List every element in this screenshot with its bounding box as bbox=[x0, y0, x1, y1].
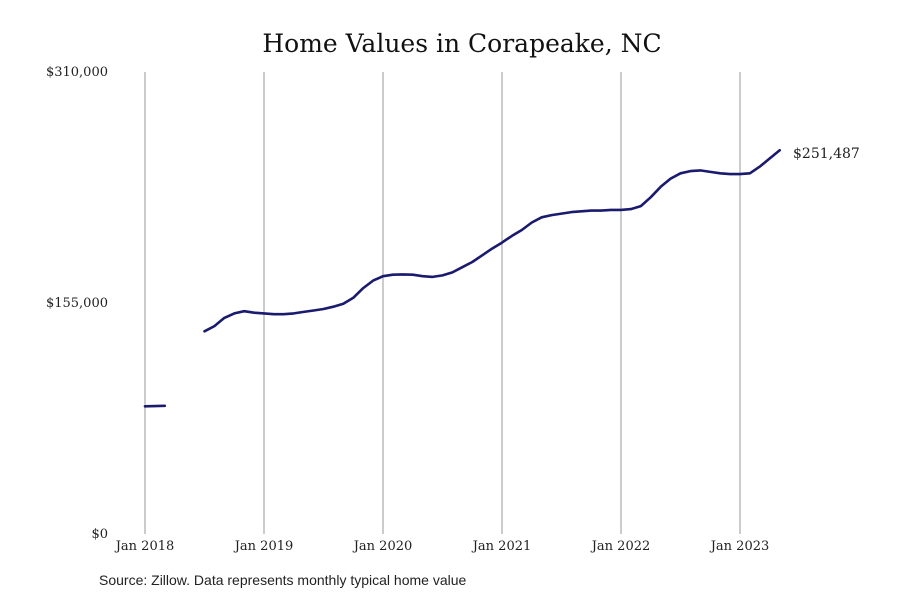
y-tick-label: $310,000 bbox=[46, 65, 108, 80]
series-line-segment bbox=[203, 148, 782, 333]
x-tick-label: Jan 2018 bbox=[114, 539, 175, 554]
x-tick-label: Jan 2020 bbox=[352, 539, 413, 554]
series-lines bbox=[143, 148, 782, 408]
x-tick-label: Jan 2023 bbox=[709, 539, 770, 554]
chart-title: Home Values in Corapeake, NC bbox=[262, 29, 661, 58]
y-tick-label: $0 bbox=[91, 527, 108, 542]
x-axis-ticks: Jan 2018 Jan 2019 Jan 2020 Jan 2021 Jan 2022… bbox=[114, 539, 770, 554]
vertical-gridlines bbox=[144, 72, 741, 534]
y-axis-ticks: $0 $155,000 $310,000 bbox=[46, 65, 108, 542]
x-tick-label: Jan 2019 bbox=[233, 539, 294, 554]
y-tick-label: $155,000 bbox=[46, 296, 108, 311]
source-note: Source: Zillow. Data represents monthly … bbox=[99, 572, 467, 588]
x-tick-label: Jan 2022 bbox=[590, 539, 651, 554]
x-tick-label: Jan 2021 bbox=[471, 539, 532, 554]
series-line-segment bbox=[143, 404, 167, 408]
end-value-label: $251,487 bbox=[793, 146, 860, 162]
